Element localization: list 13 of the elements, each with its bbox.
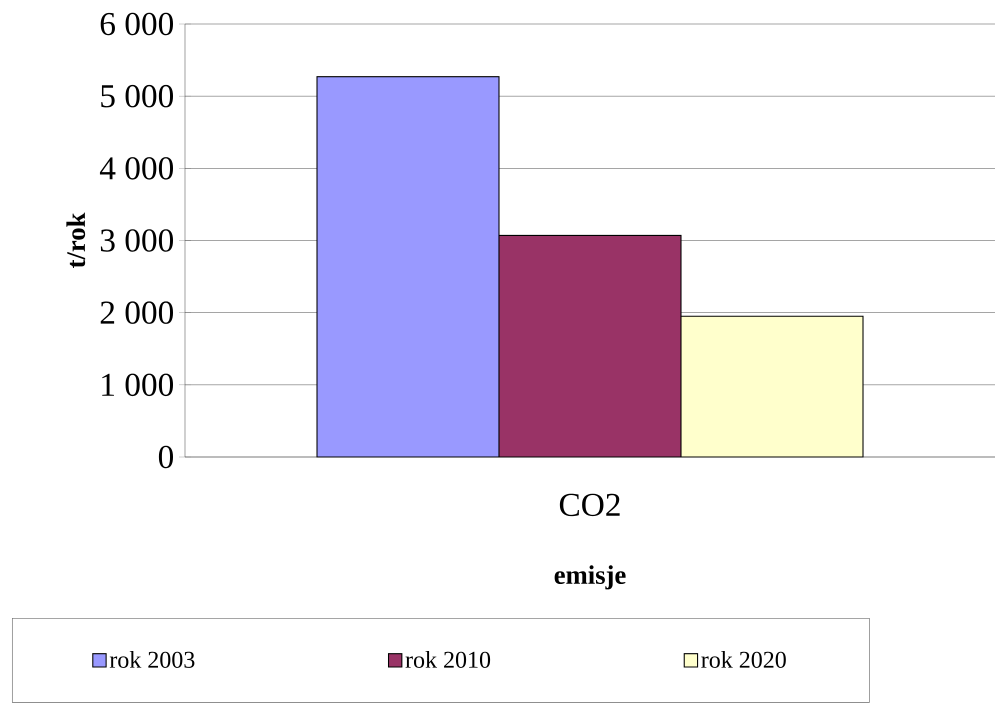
y-tick-label: 5 000 (101, 84, 174, 108)
y-tick-label: 6 000 (100, 12, 174, 36)
y-tick-label: 4 000 (100, 157, 174, 180)
y-tick-label: 1 000 (102, 374, 174, 396)
legend-label: rok 2020 (701, 650, 786, 668)
legend-label: rok 2010 (406, 650, 490, 668)
y-tick-label: 0 (158, 446, 174, 468)
y-tick-label: 2 000 (100, 301, 174, 324)
x-tick-label: CO2 (560, 494, 620, 516)
y-tick-label: 3 000 (100, 229, 174, 252)
legend-label: rok 2003 (110, 650, 194, 668)
x-axis-title: emisje (554, 565, 626, 590)
y-axis-title: t/rok (66, 212, 86, 268)
